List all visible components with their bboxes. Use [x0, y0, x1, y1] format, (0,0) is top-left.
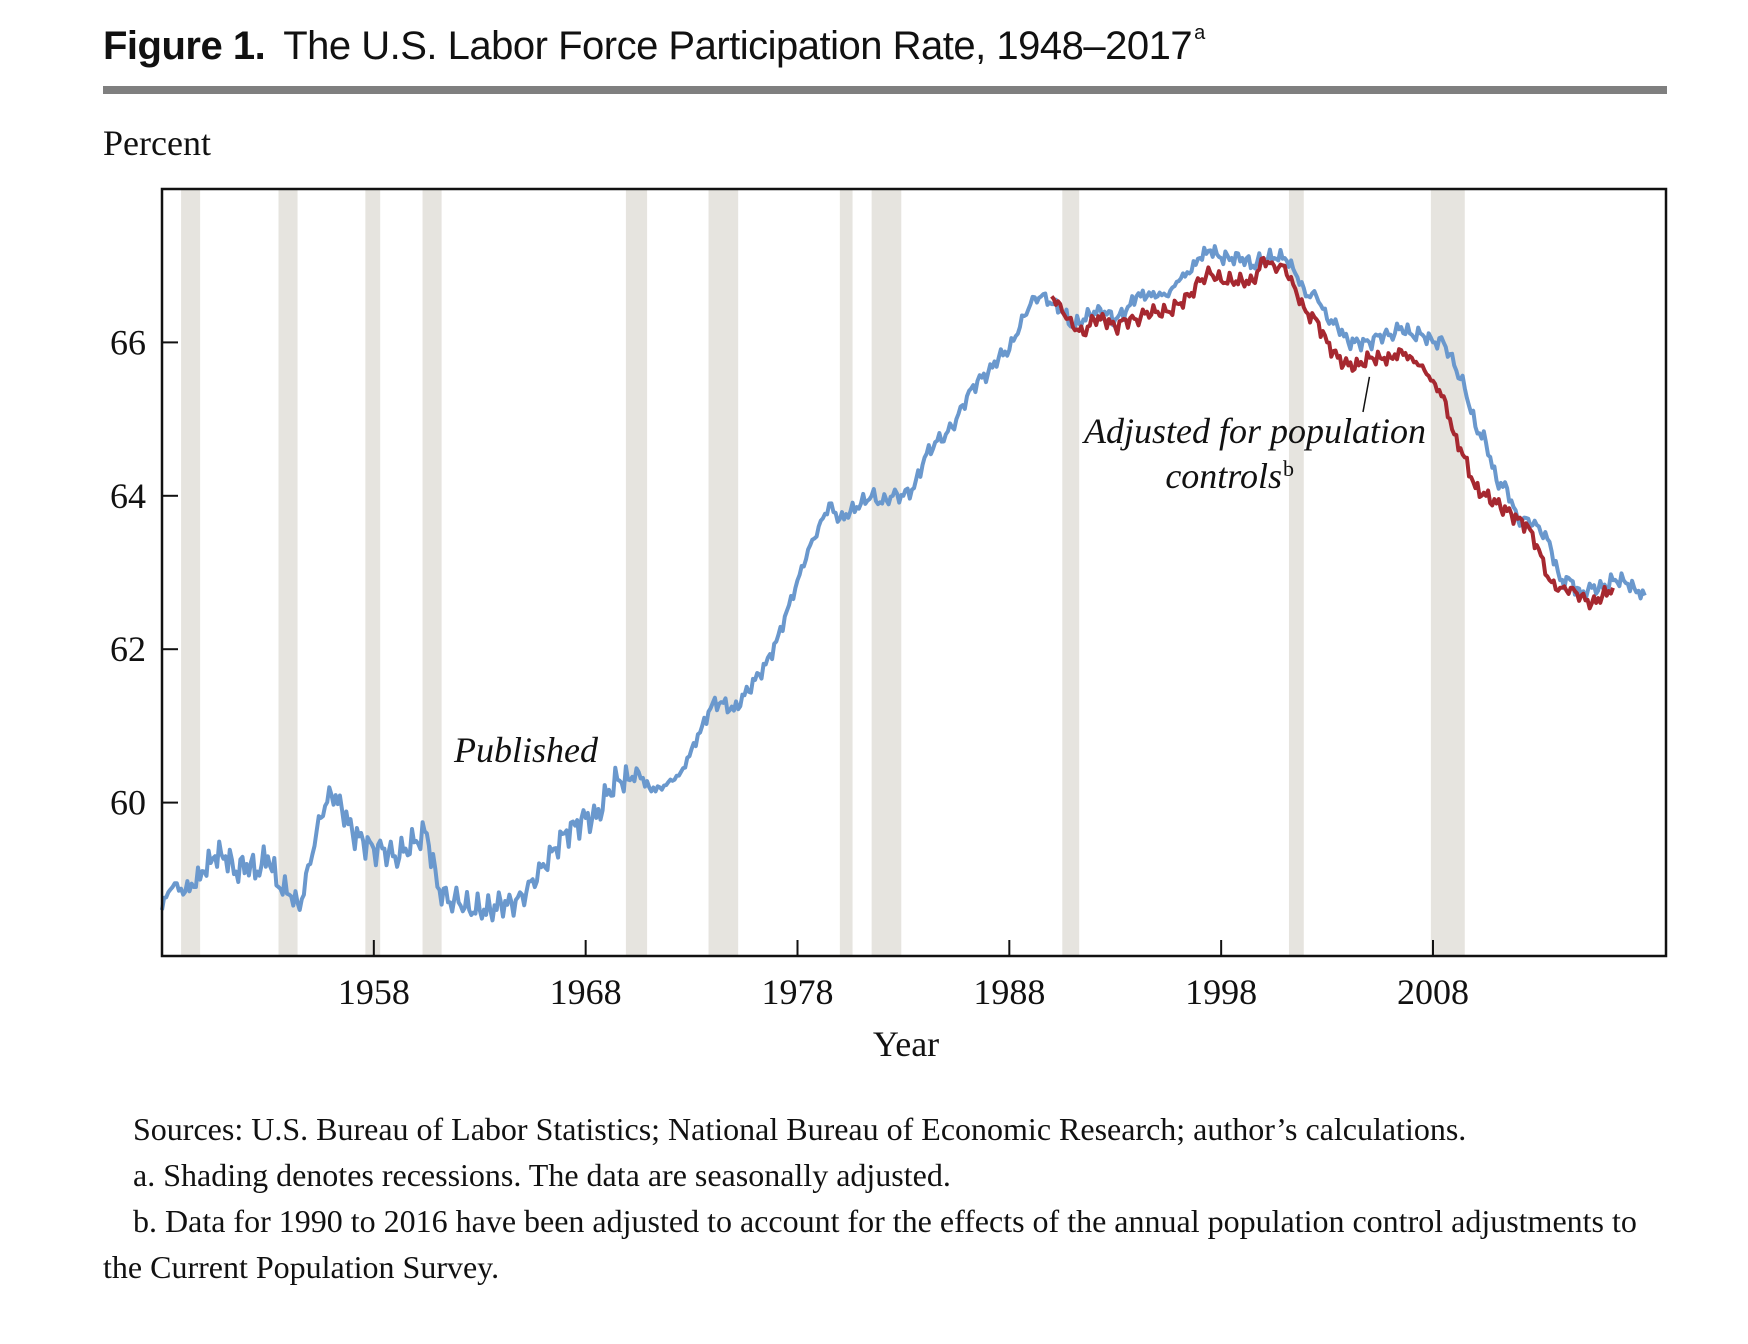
- x-tick-label: 2008: [1397, 972, 1469, 1012]
- series-line-published: [160, 244, 1647, 923]
- series-line-adjusted: [1050, 256, 1615, 611]
- recession-shading: [181, 189, 1465, 956]
- figure-title: Figure 1. The U.S. Labor Force Participat…: [103, 22, 1205, 69]
- x-tick-label: 1988: [973, 972, 1045, 1012]
- recession-band: [839, 189, 853, 956]
- recession-band: [365, 189, 381, 956]
- recession-band: [422, 189, 442, 956]
- figure-title-text: The U.S. Labor Force Participation Rate,…: [283, 24, 1193, 68]
- x-axis-label: Year: [873, 1024, 939, 1064]
- y-tick-label: 62: [110, 629, 146, 669]
- axis-ticks: 60 62 64 66 1958 1968 1978 1988 1998 2008: [110, 322, 1469, 1012]
- annotation-published: Published: [453, 730, 599, 770]
- recession-band: [708, 189, 739, 956]
- y-tick-label: 64: [110, 476, 146, 516]
- recession-band: [1430, 189, 1465, 956]
- footnote-a: a. Shading denotes recessions. The data …: [133, 1157, 951, 1193]
- recession-band: [871, 189, 902, 956]
- figure-notes: Sources: U.S. Bureau of Labor Statistics…: [103, 1106, 1669, 1290]
- plot-frame: [160, 187, 1668, 958]
- figure-title-footnote-mark: a: [1194, 22, 1205, 44]
- annotation-adjusted-footnote-mark: b: [1283, 456, 1294, 481]
- chart-series: [160, 244, 1647, 923]
- x-tick-label: 1958: [338, 972, 410, 1012]
- recession-band: [181, 189, 201, 956]
- x-tick-label: 1978: [761, 972, 833, 1012]
- x-tick-label: 1968: [550, 972, 622, 1012]
- annotation-adjusted-line2: controls: [1165, 456, 1282, 496]
- footnote-b: b. Data for 1990 to 2016 have been adjus…: [103, 1203, 1637, 1285]
- recession-band: [625, 189, 648, 956]
- recession-band: [278, 189, 298, 956]
- y-tick-label: 66: [110, 322, 146, 362]
- annotation-adjusted-line1: Adjusted for population: [1082, 411, 1426, 451]
- recession-band: [1288, 189, 1304, 956]
- x-tick-label: 1998: [1185, 972, 1257, 1012]
- annotation-leader-line: [1362, 376, 1371, 413]
- figure-number: Figure 1.: [103, 24, 266, 68]
- y-tick-label: 60: [110, 783, 146, 823]
- sources-note: Sources: U.S. Bureau of Labor Statistics…: [133, 1111, 1467, 1147]
- title-rule: [103, 86, 1667, 94]
- chart: 60 62 64 66 1958 1968 1978 1988 1998 2008 Percent…: [103, 123, 1668, 1064]
- y-axis-label: Percent: [103, 123, 211, 163]
- recession-band: [1062, 189, 1080, 956]
